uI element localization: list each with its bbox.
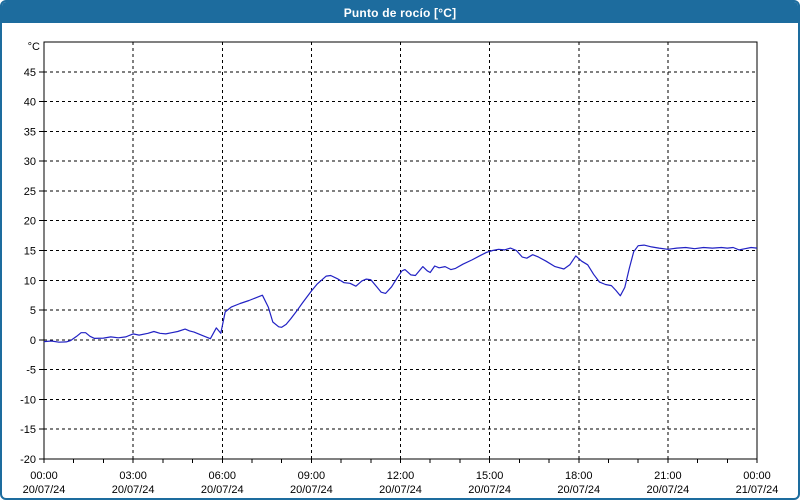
y-tick-label: 10 bbox=[24, 275, 36, 287]
x-tick-time-label: 03:00 bbox=[119, 470, 147, 482]
x-tick-time-label: 18:00 bbox=[565, 470, 593, 482]
tick-marks bbox=[39, 71, 758, 463]
plot-frame bbox=[43, 41, 758, 460]
dew-point-line bbox=[43, 244, 758, 343]
x-tick-time-label: 00:00 bbox=[30, 470, 58, 482]
x-tick-date-label: 20/07/24 bbox=[290, 484, 333, 496]
y-unit-label: °C bbox=[28, 41, 40, 53]
y-tick-label: -15 bbox=[20, 424, 36, 436]
titlebar: Punto de rocío [°C] bbox=[2, 2, 798, 23]
y-tick-label: 35 bbox=[24, 126, 36, 138]
y-tick-label: 0 bbox=[30, 335, 36, 347]
x-tick-time-label: 12:00 bbox=[387, 470, 415, 482]
y-tick-label: 5 bbox=[30, 305, 36, 317]
gridlines bbox=[44, 42, 757, 459]
chart-title: Punto de rocío [°C] bbox=[343, 5, 457, 20]
x-tick-time-label: 00:00 bbox=[743, 470, 771, 482]
x-tick-date-label: 21/07/24 bbox=[736, 484, 779, 496]
x-axis-labels: 00:00 20/07/24 03:00 20/07/24 06:00 20/07/24 0… bbox=[23, 470, 779, 496]
y-tick-label: 45 bbox=[24, 67, 36, 79]
x-tick-date-label: 20/07/24 bbox=[112, 484, 155, 496]
y-axis-labels: 45 40 35 30 25 20 15 10 5 0 -5 -10 -15 -20 °C bbox=[20, 41, 40, 466]
x-tick-time-label: 09:00 bbox=[298, 470, 326, 482]
y-tick-label: -5 bbox=[26, 365, 36, 377]
y-tick-label: -10 bbox=[20, 394, 36, 406]
x-tick-time-label: 06:00 bbox=[208, 470, 236, 482]
x-tick-date-label: 20/07/24 bbox=[557, 484, 600, 496]
y-tick-label: 40 bbox=[24, 97, 36, 109]
y-tick-label: 25 bbox=[24, 186, 36, 198]
x-tick-date-label: 20/07/24 bbox=[468, 484, 511, 496]
y-tick-label: 20 bbox=[24, 216, 36, 228]
x-tick-time-label: 21:00 bbox=[654, 470, 682, 482]
x-tick-date-label: 20/07/24 bbox=[646, 484, 689, 496]
y-tick-label: 15 bbox=[24, 246, 36, 258]
x-tick-time-label: 15:00 bbox=[476, 470, 504, 482]
y-tick-label: 30 bbox=[24, 156, 36, 168]
x-tick-date-label: 20/07/24 bbox=[23, 484, 66, 496]
y-tick-label: -20 bbox=[20, 454, 36, 466]
x-tick-date-label: 20/07/24 bbox=[379, 484, 422, 496]
x-tick-date-label: 20/07/24 bbox=[201, 484, 244, 496]
